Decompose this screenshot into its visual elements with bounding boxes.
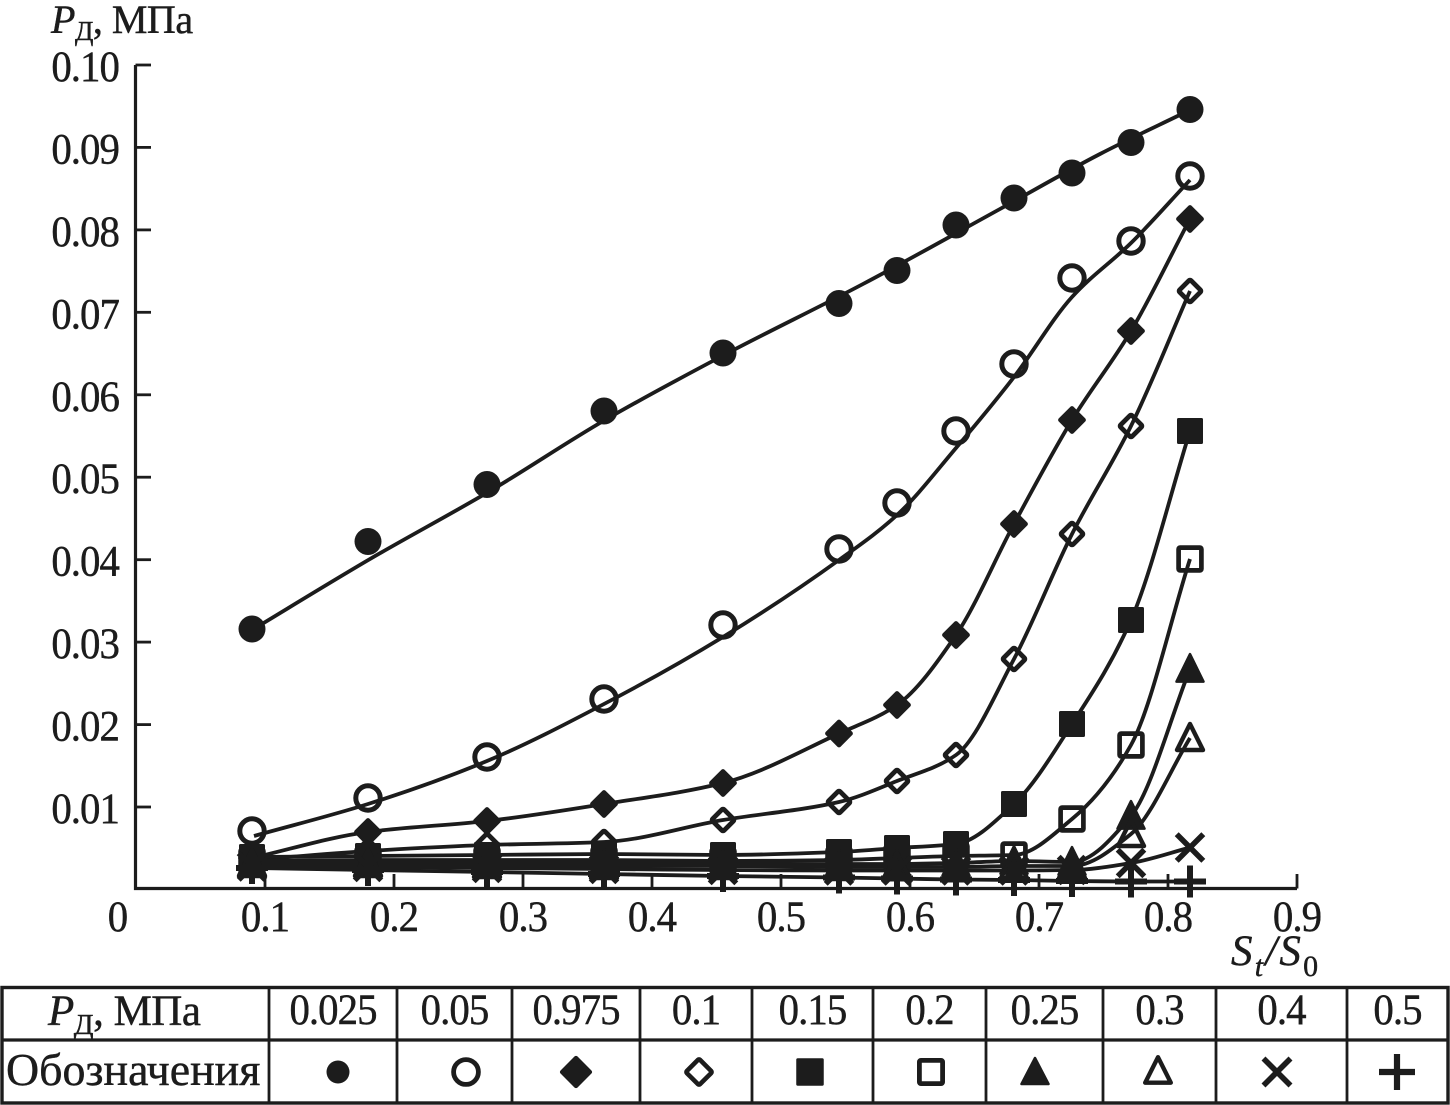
svg-text:0.1: 0.1	[241, 894, 289, 941]
svg-text:0.8: 0.8	[1144, 894, 1192, 941]
svg-text:0.5: 0.5	[757, 894, 805, 941]
svg-text:0.15: 0.15	[779, 987, 847, 1034]
svg-text:0.6: 0.6	[886, 894, 934, 941]
svg-text:0.2: 0.2	[905, 987, 953, 1034]
svg-text:0.08: 0.08	[51, 209, 119, 256]
svg-text:0.02: 0.02	[51, 704, 119, 751]
svg-text:0.9: 0.9	[1273, 894, 1321, 941]
svg-text:Обозначения: Обозначения	[6, 1044, 260, 1094]
svg-text:0.04: 0.04	[51, 539, 120, 586]
svg-text:0.1: 0.1	[672, 987, 720, 1034]
svg-text:0.25: 0.25	[1011, 987, 1079, 1034]
svg-text:0.10: 0.10	[51, 44, 119, 91]
svg-text:0: 0	[108, 894, 127, 941]
svg-text:0.09: 0.09	[51, 126, 119, 173]
svg-text:0.4: 0.4	[628, 894, 677, 941]
svg-text:0.3: 0.3	[1135, 987, 1183, 1034]
svg-text:0.3: 0.3	[499, 894, 547, 941]
svg-text:0.975: 0.975	[532, 987, 619, 1034]
svg-text:0.5: 0.5	[1373, 987, 1421, 1034]
svg-text:PД, МПа: PД, МПа	[50, 0, 193, 46]
svg-text:0.01: 0.01	[51, 786, 119, 833]
svg-text:0.05: 0.05	[421, 987, 489, 1034]
svg-text:0.2: 0.2	[370, 894, 418, 941]
svg-text:0.4: 0.4	[1257, 987, 1306, 1034]
svg-text:0.06: 0.06	[51, 374, 119, 421]
svg-text:0.7: 0.7	[1015, 894, 1063, 941]
svg-text:0.05: 0.05	[51, 456, 119, 503]
svg-text:0.07: 0.07	[51, 291, 119, 338]
svg-text:PД, МПа: PД, МПа	[47, 988, 201, 1041]
svg-text:0.03: 0.03	[51, 621, 119, 668]
svg-text:0.025: 0.025	[289, 987, 376, 1034]
